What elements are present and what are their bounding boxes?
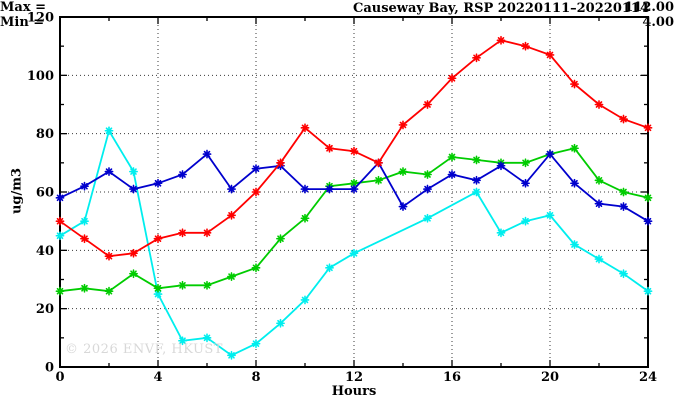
series-green <box>55 143 653 296</box>
series-cyan-markers <box>55 126 653 360</box>
y-axis-label: ug/m3 <box>9 167 25 215</box>
watermark: © 2026 ENVF, HKUST <box>65 342 223 357</box>
x-tick-label: 20 <box>541 370 559 385</box>
legend-max-label: Max = <box>0 0 46 15</box>
y-tick-label: 40 <box>36 244 54 259</box>
series-green-markers <box>55 143 653 296</box>
x-axis-label: Hours <box>331 384 377 399</box>
legend-max-value: 112.00 <box>624 0 674 15</box>
chart-title: Causeway Bay, RSP 20220111–20220114 <box>353 1 649 16</box>
y-tick-label: 20 <box>36 302 54 317</box>
y-tick-label: 100 <box>27 69 54 84</box>
series-cyan-line <box>59 128 649 357</box>
y-tick-label: 80 <box>36 127 54 142</box>
legend-min-value: 4.00 <box>642 15 674 30</box>
x-tick-label: 8 <box>251 370 260 385</box>
series-red-markers <box>55 35 653 261</box>
x-tick-label: 4 <box>153 370 162 385</box>
y-tick-label: 60 <box>36 186 54 201</box>
legend-min-label: Min = <box>0 15 45 30</box>
y-tick-label: 0 <box>45 361 54 376</box>
y-tick-label: 120 <box>27 11 54 26</box>
series-cyan <box>55 126 653 360</box>
x-tick-label: 0 <box>55 370 64 385</box>
plot-border <box>59 16 649 368</box>
tick-labels: 0 20 40 60 80 100 120 0 4 8 12 16 20 24 <box>27 11 657 386</box>
x-tick-label: 16 <box>443 370 461 385</box>
x-tick-label: 24 <box>639 370 657 385</box>
x-tick-label: 12 <box>345 370 363 385</box>
series-blue <box>55 149 653 226</box>
legend: Max = 112.00 Min = 4.00 <box>0 0 674 30</box>
series-red <box>55 35 653 261</box>
